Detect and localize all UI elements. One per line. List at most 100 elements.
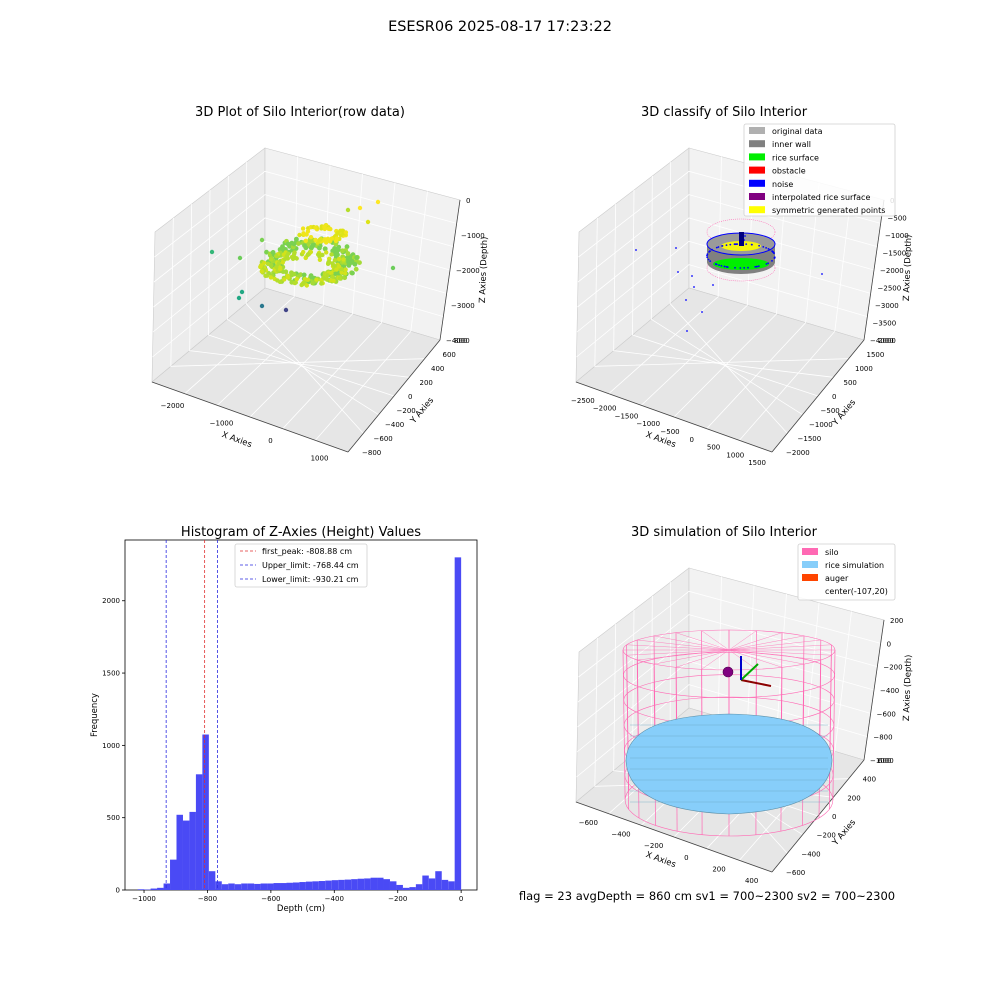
legend-swatch (749, 206, 765, 214)
data-point (294, 256, 299, 261)
data-point (343, 230, 349, 235)
x-tick-label: −400 (325, 895, 344, 903)
legend-label: original data (772, 127, 823, 136)
legend-label: interpolated rice surface (772, 193, 870, 202)
data-point (343, 267, 348, 272)
data-point (335, 230, 340, 236)
noise-point (735, 243, 738, 246)
panel1-points (209, 199, 396, 313)
data-point (354, 255, 360, 260)
y-tick-label: −600 (374, 435, 393, 443)
legend-frame (797, 543, 896, 601)
y-axis-line (771, 339, 865, 453)
histogram-legend: first_peak: -808.88 cm Upper_limit: -768.… (234, 543, 368, 588)
x-axis-line (575, 381, 773, 453)
data-point (337, 276, 342, 281)
noise-point (772, 251, 775, 254)
histogram-bar (202, 734, 209, 890)
data-point (301, 249, 306, 255)
silo-roof-wire (637, 649, 730, 661)
x-tick-label: −400 (611, 831, 630, 839)
data-point (262, 260, 267, 266)
gridline (650, 175, 803, 416)
panel4-xlabel: X Axies (644, 850, 677, 870)
noise-point (743, 267, 746, 269)
data-point (297, 232, 302, 238)
y-tick-label: 2000 (102, 597, 120, 605)
data-point (336, 256, 342, 262)
histogram-bar (234, 884, 242, 890)
histogram-bar (260, 883, 268, 890)
histogram-bar (292, 882, 300, 890)
data-point (303, 238, 308, 243)
gridline (739, 191, 852, 441)
x-tick-label: 0 (268, 437, 272, 445)
z-tick-label: −400 (880, 687, 899, 695)
histogram-ylabel: Frequency (90, 693, 100, 737)
panel4-silo-model (622, 629, 836, 837)
y-tick-label: 800 (454, 337, 467, 345)
legend-swatch (802, 548, 818, 555)
data-point (334, 236, 339, 241)
data-point (268, 257, 274, 262)
data-point (293, 280, 298, 285)
data-point (285, 273, 290, 279)
data-point (270, 250, 276, 255)
histogram-bar (182, 820, 190, 890)
gridline (189, 203, 410, 378)
noise-point (762, 246, 765, 248)
histogram-bar (286, 882, 293, 890)
gridline (217, 165, 331, 406)
auger-axis-y (740, 663, 759, 681)
data-point (317, 245, 322, 251)
data-point (317, 257, 323, 262)
data-point (334, 267, 339, 272)
histogram-bar (157, 887, 164, 890)
gridline (576, 264, 868, 358)
data-point (328, 226, 333, 232)
z-tick-label: −2000 (456, 267, 480, 275)
noise-point (765, 263, 768, 265)
legend-swatch (749, 193, 765, 200)
outlier-point (209, 249, 215, 255)
data-point (322, 246, 328, 252)
silo-roof-wire (728, 644, 832, 651)
noise-point (821, 273, 823, 275)
y-tick-label: −800 (362, 449, 381, 457)
histogram-bars (137, 557, 462, 890)
data-point (343, 271, 348, 276)
y-tick-label: −1500 (798, 435, 822, 443)
y-tick-label: 0 (832, 393, 836, 401)
data-point (330, 261, 335, 266)
gridline (613, 203, 834, 378)
legend-label: Lower_limit: -930.21 cm (262, 575, 359, 584)
x-axis-line (575, 801, 773, 873)
panel-classify-3d: 3D classify of Silo Interior −2500−2000−… (571, 105, 914, 467)
noise-point (718, 264, 720, 266)
noise-point (677, 271, 679, 273)
y-tick-label: −200 (817, 832, 836, 840)
data-point (350, 270, 355, 276)
histogram-bar (254, 883, 261, 890)
noise-point (715, 263, 717, 266)
x-tick-label: −2500 (571, 397, 595, 405)
histogram-bar (241, 883, 248, 890)
silo-roof-wire (701, 649, 730, 670)
x-tick-label: 400 (745, 877, 758, 885)
data-point (316, 252, 321, 257)
gridline (576, 684, 868, 778)
noise-point (701, 311, 703, 313)
legend-frame (743, 123, 896, 217)
silo-roof-wire (653, 635, 730, 651)
z-tick-label: −1000 (885, 232, 909, 240)
data-point (300, 226, 306, 231)
noise-point (726, 266, 729, 268)
noise-point (693, 286, 695, 288)
silo-roof-wire (728, 630, 757, 651)
noise-point (685, 299, 687, 301)
z-tick-label: −600 (877, 710, 896, 718)
data-point (321, 275, 326, 280)
data-point (274, 264, 279, 270)
panel2-points (635, 218, 823, 332)
data-point (291, 271, 297, 277)
